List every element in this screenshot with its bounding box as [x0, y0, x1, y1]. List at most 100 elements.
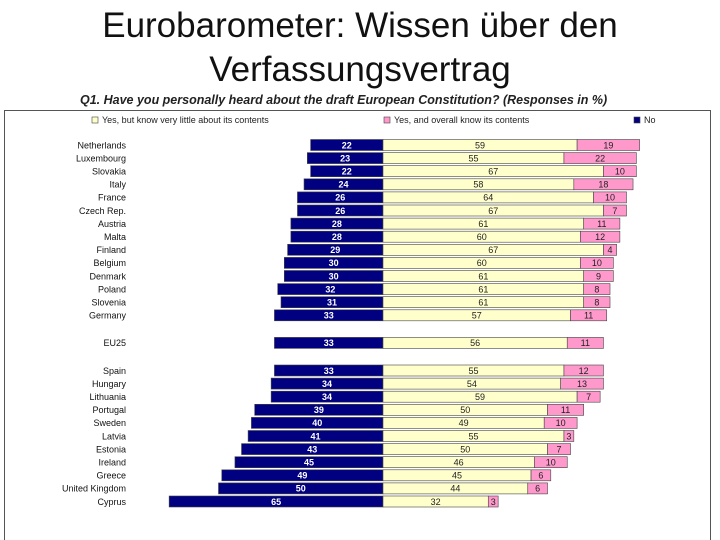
category-label: Germany [89, 311, 127, 321]
bar-segment-overall [560, 377, 604, 390]
value-label-overall: 4 [608, 245, 613, 255]
value-label-overall: 10 [592, 258, 602, 268]
value-label-overall: 10 [546, 458, 556, 468]
category-label: EU25 [103, 338, 126, 348]
category-label: France [98, 193, 126, 203]
bar-segment-overall [527, 482, 548, 495]
value-label-no: 33 [324, 366, 334, 376]
value-label-little: 60 [477, 232, 487, 242]
value-label-little: 67 [488, 206, 498, 216]
value-label-little: 61 [478, 219, 488, 229]
bar-segment-overall [603, 204, 627, 217]
bar-row: Denmark 30 61 9 [89, 270, 614, 282]
value-label-little: 60 [477, 258, 487, 268]
value-label-overall: 10 [605, 193, 615, 203]
value-label-little: 44 [450, 484, 460, 494]
value-label-no: 65 [271, 497, 281, 507]
value-label-little: 59 [475, 140, 485, 150]
value-label-little: 50 [460, 444, 470, 454]
bar-row: Hungary 34 54 13 [92, 377, 604, 390]
bar-segment-overall [576, 390, 601, 403]
bar-row: Slovenia 31 61 8 [91, 296, 611, 309]
category-label: Italy [109, 180, 126, 190]
bar-segment-overall [543, 417, 578, 429]
value-label-no: 40 [312, 418, 322, 428]
value-label-overall: 6 [538, 471, 543, 481]
value-label-little: 64 [483, 193, 493, 203]
bar-segment-overall [580, 257, 614, 269]
value-label-no: 31 [327, 298, 337, 308]
value-label-no: 49 [297, 471, 307, 481]
value-label-no: 33 [324, 338, 334, 348]
bar-segment-overall [583, 270, 614, 282]
value-label-no: 34 [322, 392, 332, 402]
value-label-little: 59 [475, 392, 485, 402]
value-label-little: 57 [472, 311, 482, 321]
category-label: Belgium [93, 258, 126, 268]
category-label: Ireland [98, 458, 126, 468]
value-label-overall: 11 [597, 219, 606, 229]
value-label-overall: 10 [556, 418, 566, 428]
value-label-overall: 11 [561, 405, 570, 415]
bar-segment-overall [583, 296, 611, 309]
bar-segment-overall [576, 139, 640, 151]
value-label-no: 28 [332, 219, 342, 229]
value-label-little: 54 [467, 379, 477, 389]
value-label-little: 46 [454, 458, 464, 468]
value-label-little: 55 [468, 366, 478, 376]
bar-row: Germany 33 57 11 [89, 309, 608, 322]
category-label: Netherlands [77, 140, 126, 150]
bar-segment-overall [603, 244, 617, 256]
bar-segment-overall [563, 152, 637, 164]
value-label-no: 45 [304, 458, 314, 468]
legend-label-little: Yes, but know very little about its cont… [102, 115, 269, 125]
category-label: Slovenia [91, 298, 126, 308]
bar-row: Finland 29 67 4 [96, 244, 617, 256]
value-label-no: 32 [325, 284, 335, 294]
value-label-overall: 6 [535, 484, 540, 494]
bar-segment-overall [563, 430, 575, 442]
value-label-overall: 7 [557, 444, 562, 454]
bar-segment-overall [547, 403, 584, 416]
value-label-little: 56 [470, 338, 480, 348]
value-label-no: 41 [311, 431, 321, 441]
value-label-little: 61 [478, 298, 488, 308]
value-label-no: 28 [332, 232, 342, 242]
bar-row: Slovakia 22 67 10 [92, 165, 637, 177]
category-label: United Kingdom [62, 484, 126, 494]
bar-row: Greece 49 45 6 [96, 469, 552, 482]
category-label: Austria [98, 219, 126, 229]
legend-label-no: No [644, 115, 656, 125]
slide-title-line-2: Verfassungsvertrag [209, 50, 511, 89]
bar-segment-overall [603, 165, 637, 177]
value-label-little: 55 [468, 431, 478, 441]
value-label-no: 24 [339, 180, 349, 190]
bar-segment-overall [530, 469, 552, 482]
category-label: Sweden [93, 418, 126, 428]
value-label-no: 23 [340, 153, 350, 163]
bar-row: Czech Rep. 26 67 7 [79, 204, 627, 217]
category-label: Latvia [102, 431, 126, 441]
value-label-overall: 3 [566, 431, 571, 441]
value-label-no: 50 [296, 484, 306, 494]
value-label-overall: 3 [491, 497, 496, 507]
bar-row: Ireland 45 46 10 [98, 456, 568, 469]
value-label-overall: 13 [577, 379, 587, 389]
value-label-little: 67 [488, 167, 498, 177]
value-label-no: 43 [307, 444, 317, 454]
bar-row: Estonia 43 50 7 [96, 443, 571, 455]
value-label-overall: 22 [595, 153, 605, 163]
bar-segment-overall [583, 283, 611, 295]
bar-segment-overall [593, 191, 627, 204]
legend-swatch-no [633, 116, 641, 124]
category-label: Greece [96, 471, 126, 481]
value-label-overall: 18 [598, 180, 608, 190]
category-label: Portugal [92, 405, 126, 415]
bar-row: United Kingdom 50 44 6 [62, 482, 548, 495]
bar-segment-overall [573, 178, 634, 191]
value-label-overall: 19 [603, 140, 613, 150]
bar-segment-overall [534, 456, 568, 469]
category-label: Spain [103, 366, 126, 376]
bar-row: EU25 33 56 11 [103, 337, 604, 349]
